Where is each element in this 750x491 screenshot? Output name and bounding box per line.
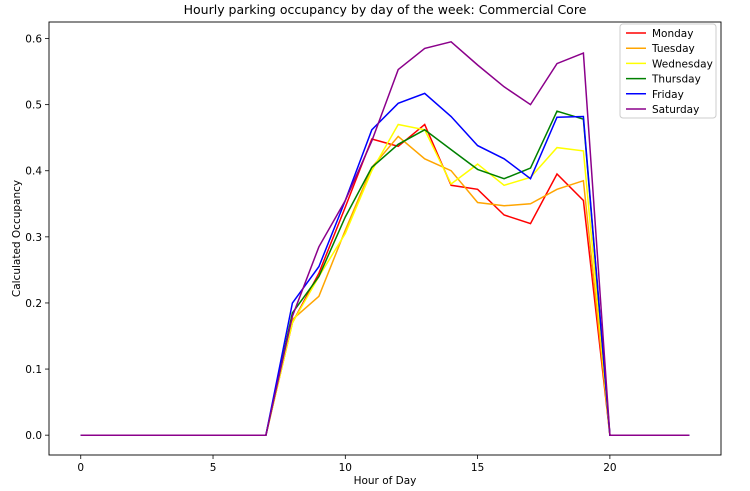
plot-frame xyxy=(48,21,722,456)
x-tick-label: 15 xyxy=(471,462,484,474)
x-axis-label: Hour of Day xyxy=(354,475,417,487)
legend: Monday Tuesday Wednesday Thursday Friday Satu… xyxy=(619,23,717,119)
legend-label-tuesday: Tuesday xyxy=(651,43,695,55)
x-tick-label: 20 xyxy=(603,462,616,474)
legend-label-friday: Friday xyxy=(652,89,684,101)
y-axis-label: Calculated Occupancy xyxy=(11,180,23,297)
y-tick-label: 0.3 xyxy=(25,232,42,244)
x-tick-label: 0 xyxy=(77,462,84,474)
series-line-monday xyxy=(80,123,690,436)
legend-label-monday: Monday xyxy=(652,28,693,40)
series-line-wednesday xyxy=(80,123,690,436)
y-tick-label: 0.6 xyxy=(25,34,42,46)
y-tick-label: 0.2 xyxy=(25,298,42,310)
y-tick-label: 0.1 xyxy=(25,364,42,376)
y-axis: 0.0 0.1 0.2 0.3 0.4 0.5 0.6 xyxy=(25,34,49,442)
chart-title: Hourly parking occupancy by day of the w… xyxy=(184,2,587,17)
x-axis: 0 5 10 15 20 xyxy=(77,455,617,474)
legend-label-wednesday: Wednesday xyxy=(652,58,713,70)
series-line-saturday xyxy=(80,40,690,436)
plot-area xyxy=(80,40,690,436)
x-tick-label: 10 xyxy=(339,462,352,474)
y-tick-label: 0.5 xyxy=(25,100,42,112)
y-tick-label: 0.4 xyxy=(25,166,42,178)
y-tick-label: 0.0 xyxy=(25,430,42,442)
legend-label-thursday: Thursday xyxy=(651,74,701,86)
legend-label-saturday: Saturday xyxy=(652,104,699,116)
x-tick-label: 5 xyxy=(210,462,217,474)
